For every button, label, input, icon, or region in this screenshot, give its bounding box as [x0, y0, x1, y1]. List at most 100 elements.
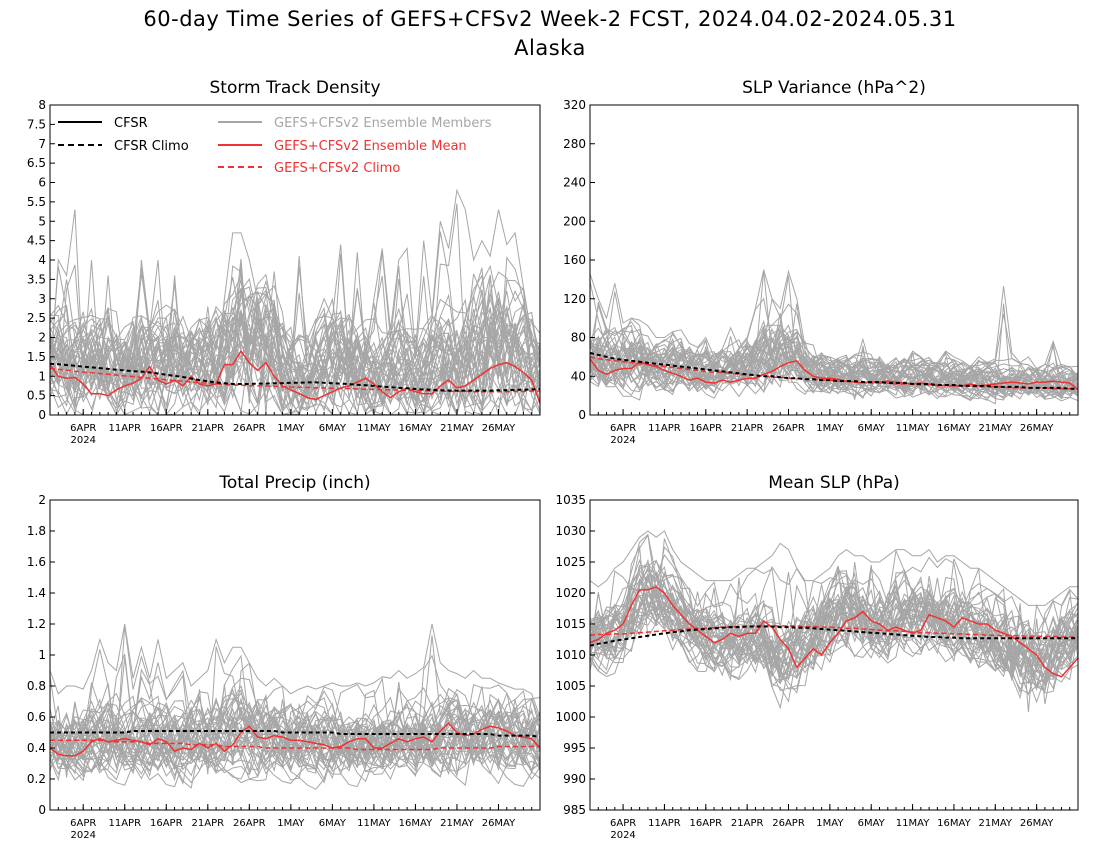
y-tick-label: 0.5 — [27, 389, 46, 403]
y-tick-label: 0.8 — [27, 679, 46, 693]
figure-header: 60-day Time Series of GEFS+CFSv2 Week-2 … — [0, 4, 1100, 62]
figure-subtitle: Alaska — [514, 36, 586, 60]
x-tick-label: 1MAY — [816, 423, 844, 434]
panel-1: Storm Track Density 0 0.5 1 1.5 2 2.5 3 3.5 4 4.5 5… — [27, 78, 541, 446]
member-peak-line — [50, 188, 540, 396]
x-tick-label: 11APR — [648, 423, 681, 434]
y-tick-label: 985 — [563, 803, 586, 817]
x-tick-label: 21MAY — [440, 818, 474, 829]
y-tick-label: 80 — [571, 331, 586, 345]
y-tick-label: 160 — [563, 253, 586, 267]
y-tick-label: 1 — [38, 648, 46, 662]
y-tick-label: 995 — [563, 741, 586, 755]
member-line — [590, 334, 1078, 398]
panel-title: Mean SLP (hPa) — [768, 473, 900, 493]
panel-3: Total Precip (inch) 0 0.2 0.4 0.6 0.8 1 1.2 1.4 1… — [27, 473, 541, 841]
member-line — [590, 566, 1078, 677]
x-tick-label: 1MAY — [277, 423, 305, 434]
x-year-label: 2024 — [610, 435, 635, 446]
y-tick-label: 200 — [563, 214, 586, 228]
x-tick-label: 21MAY — [440, 423, 474, 434]
member-line — [50, 274, 540, 408]
member-line — [50, 698, 540, 773]
member-line — [590, 338, 1078, 398]
y-tick-label: 1.4 — [27, 586, 46, 600]
x-tick-label: 21MAY — [979, 423, 1013, 434]
legend-label-mean: GEFS+CFSv2 Ensemble Mean — [274, 139, 467, 154]
x-tick-label: 26APR — [772, 818, 805, 829]
member-line — [590, 575, 1078, 703]
y-tick-label: 8 — [38, 98, 46, 112]
series-mean — [50, 349, 540, 404]
x-tick-label: 26APR — [233, 423, 266, 434]
legend-label-members: GEFS+CFSv2 Ensemble Members — [274, 116, 492, 131]
x-tick-label: 21MAY — [979, 818, 1013, 829]
member-line — [50, 289, 540, 411]
y-tick-label: 3 — [38, 292, 46, 306]
x-tick-label: 6APR — [70, 818, 96, 829]
x-tick-label: 21APR — [192, 818, 225, 829]
y-tick-label: 0.6 — [27, 710, 46, 724]
y-tick-label: 1 — [38, 369, 46, 383]
y-tick-label: 1010 — [555, 648, 586, 662]
ensemble-members — [590, 269, 1078, 405]
y-tick-label: 3.5 — [27, 272, 46, 286]
y-tick-label: 6 — [38, 176, 46, 190]
member-line — [590, 329, 1078, 401]
y-tick-label: 280 — [563, 137, 586, 151]
x-tick-label: 26APR — [233, 818, 266, 829]
member-line — [50, 699, 540, 767]
x-tick-label: 16APR — [690, 818, 723, 829]
member-line — [590, 569, 1078, 679]
member-peak-line — [590, 530, 1078, 606]
member-line — [590, 582, 1078, 690]
series-cfsr_climo — [590, 625, 1078, 647]
x-tick-label: 11MAY — [896, 818, 930, 829]
series-cfsr_climo — [50, 730, 540, 739]
series-mean — [590, 585, 1078, 678]
y-tick-label: 0 — [578, 408, 586, 422]
figure-title: 60-day Time Series of GEFS+CFSv2 Week-2 … — [143, 7, 957, 31]
y-tick-label: 240 — [563, 176, 586, 190]
x-tick-label: 16MAY — [937, 423, 971, 434]
member-line — [50, 684, 540, 778]
x-tick-label: 21APR — [192, 423, 225, 434]
series-cfsr_climo — [50, 362, 540, 392]
x-tick-label: 21APR — [731, 423, 764, 434]
x-year-label: 2024 — [70, 830, 95, 841]
y-tick-label: 1.2 — [27, 617, 46, 631]
y-tick-label: 1.8 — [27, 524, 46, 538]
x-tick-label: 16APR — [690, 423, 723, 434]
y-tick-label: 1035 — [555, 493, 586, 507]
member-line — [590, 570, 1078, 680]
member-line — [50, 298, 540, 415]
x-tick-label: 26MAY — [482, 818, 516, 829]
x-tick-label: 6MAY — [319, 423, 347, 434]
y-tick-label: 2 — [38, 493, 46, 507]
legend: CFSR CFSR Climo GEFS+CFSv2 Ensemble Member… — [58, 116, 492, 176]
member-peak-line — [590, 269, 1078, 377]
x-tick-label: 11APR — [108, 423, 141, 434]
x-tick-label: 6APR — [70, 423, 96, 434]
y-tick-label: 4 — [38, 253, 46, 267]
member-line — [590, 577, 1078, 690]
y-tick-label: 5 — [38, 214, 46, 228]
y-tick-label: 7 — [38, 137, 46, 151]
x-tick-label: 6MAY — [858, 423, 886, 434]
x-tick-label: 21APR — [731, 818, 764, 829]
legend-label-cfsr: CFSR — [114, 116, 148, 131]
x-tick-label: 11MAY — [896, 423, 930, 434]
x-tick-label: 11APR — [108, 818, 141, 829]
x-tick-label: 16MAY — [399, 818, 433, 829]
x-tick-label: 16MAY — [937, 818, 971, 829]
y-tick-label: 0 — [38, 803, 46, 817]
y-tick-label: 0.2 — [27, 772, 46, 786]
series-climo — [50, 739, 540, 751]
y-tick-label: 2 — [38, 331, 46, 345]
panel-4: Mean SLP (hPa) 985 990 995 1000 1005 1010 1015 1… — [555, 473, 1079, 841]
panel-title: SLP Variance (hPa^2) — [742, 78, 926, 98]
member-line — [590, 340, 1078, 402]
y-tick-label: 990 — [563, 772, 586, 786]
ensemble-members — [590, 530, 1078, 713]
